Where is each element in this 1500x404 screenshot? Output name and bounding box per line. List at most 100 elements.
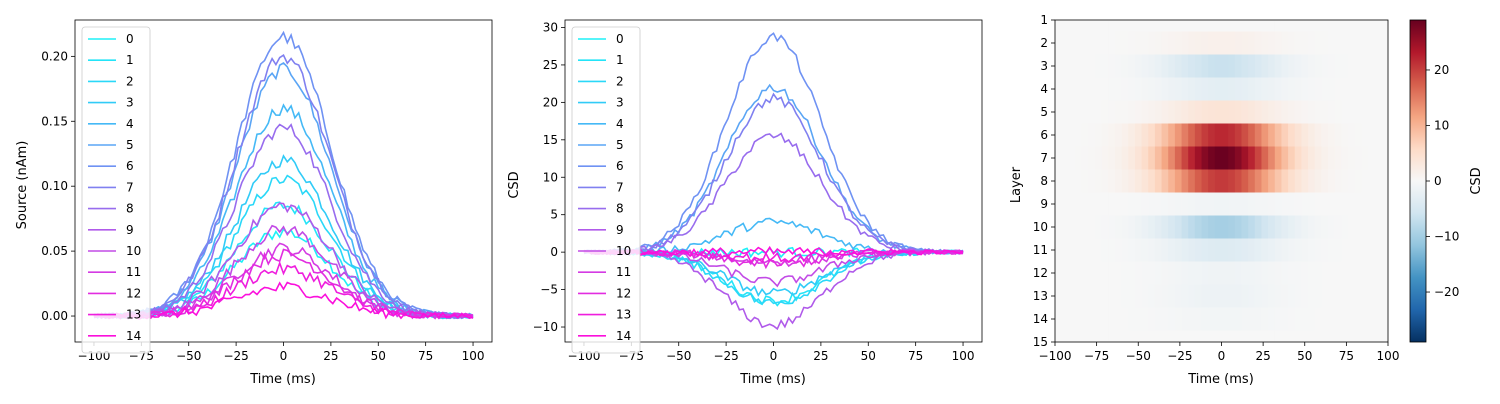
heatmap-cell [1108, 31, 1116, 55]
heatmap-x-tick-label: −50 [1126, 349, 1151, 363]
heatmap-cell [1374, 20, 1382, 32]
heatmap-cell [1321, 284, 1329, 308]
heatmap-cell [1134, 20, 1142, 32]
heatmap-cell [1088, 20, 1096, 32]
csd-series-line-7 [583, 92, 964, 255]
heatmap-cell [1168, 215, 1176, 239]
heatmap-cell [1094, 169, 1103, 193]
source-y-tick-label: 0.05 [41, 244, 68, 258]
heatmap-cell [1301, 215, 1309, 239]
heatmap-y-tick-label: 1 [1040, 13, 1048, 27]
heatmap-cell [1261, 169, 1269, 193]
heatmap-cell [1348, 20, 1356, 32]
heatmap-cell [1348, 100, 1356, 124]
heatmap-cell [1214, 238, 1222, 262]
heatmap-cell [1154, 284, 1162, 308]
heatmap-cell [1154, 31, 1162, 55]
heatmap-cell [1081, 307, 1089, 331]
source-series-line-9 [93, 202, 474, 320]
heatmap-cell [1374, 100, 1382, 124]
heatmap-cell [1274, 284, 1282, 308]
heatmap-cell [1201, 169, 1209, 193]
heatmap-cell [1055, 54, 1063, 78]
heatmap-cell [1128, 261, 1136, 285]
heatmap-cell [1261, 31, 1269, 55]
heatmap-cell [1328, 31, 1336, 55]
heatmap-cell [1055, 123, 1063, 147]
heatmap-cell [1288, 307, 1296, 331]
heatmap-cell [1234, 192, 1242, 216]
heatmap-cell [1274, 330, 1282, 343]
heatmap-y-tick-label: 10 [1033, 220, 1048, 234]
heatmap-cell [1148, 100, 1156, 124]
heatmap-cell [1334, 31, 1342, 55]
heatmap-cell [1194, 54, 1202, 78]
heatmap-cell [1314, 169, 1322, 193]
heatmap-cell [1368, 192, 1376, 216]
heatmap-cell [1268, 192, 1276, 216]
colorbar-tick-label: 20 [1434, 63, 1449, 77]
heatmap-cell [1121, 192, 1129, 216]
heatmap-cell [1081, 100, 1089, 124]
source-y-axis-label: Source (nAm) [15, 141, 30, 230]
heatmap-cell [1308, 169, 1316, 193]
heatmap-cell [1194, 31, 1202, 55]
heatmap-cell [1161, 146, 1169, 170]
heatmap-cell [1081, 54, 1089, 78]
heatmap-cell [1334, 330, 1342, 343]
heatmap-cell [1221, 77, 1229, 101]
heatmap-cell [1074, 77, 1083, 101]
heatmap-cell [1274, 192, 1282, 216]
csd-series-line-3 [583, 249, 964, 297]
source-legend-label-12: 12 [126, 286, 141, 300]
heatmap-cell [1081, 330, 1089, 343]
heatmap-cell [1248, 146, 1256, 170]
heatmap-cell [1154, 100, 1162, 124]
heatmap-cell [1248, 238, 1256, 262]
heatmap-cell [1094, 215, 1103, 239]
heatmap-cell [1168, 146, 1176, 170]
heatmap-cell [1221, 284, 1229, 308]
heatmap-cell [1328, 307, 1336, 331]
heatmap-cell [1068, 261, 1076, 285]
heatmap-cell [1174, 261, 1182, 285]
heatmap-cell [1148, 169, 1156, 193]
source-x-tick-label: −25 [223, 349, 248, 363]
heatmap-cell [1201, 123, 1209, 147]
csd-legend-label-14: 14 [616, 329, 631, 343]
heatmap-cell [1348, 192, 1356, 216]
heatmap-cell [1308, 54, 1316, 78]
heatmap-cell [1128, 54, 1136, 78]
csd-y-axis-label: CSD [507, 171, 522, 198]
heatmap-cell [1114, 215, 1122, 239]
heatmap-cell [1141, 100, 1149, 124]
heatmap-cell [1101, 169, 1109, 193]
csd-legend-label-1: 1 [616, 53, 624, 67]
heatmap-cell [1381, 100, 1389, 124]
heatmap-cell [1088, 77, 1096, 101]
heatmap-cell [1174, 100, 1182, 124]
heatmap-cell [1068, 20, 1076, 32]
heatmap-cell [1074, 238, 1083, 262]
source-plot-area: 0.000.050.100.150.20−100 −75 −50 −25 0 25 50 75… [41, 19, 493, 363]
source-x-tick-label: 100 [462, 349, 485, 363]
csd-y-tick-label: 25 [543, 58, 558, 72]
heatmap-cell [1341, 238, 1349, 262]
heatmap-cell [1334, 284, 1342, 308]
heatmap-cell [1228, 146, 1236, 170]
heatmap-cell [1381, 238, 1389, 262]
heatmap-cell [1334, 146, 1342, 170]
heatmap-cell [1148, 123, 1156, 147]
heatmap-cell [1114, 261, 1122, 285]
heatmap-cell [1108, 146, 1116, 170]
heatmap-cell [1294, 31, 1302, 55]
csd-x-tick-label: 25 [813, 349, 828, 363]
heatmap-cell [1241, 192, 1249, 216]
heatmap-cell [1134, 54, 1142, 78]
heatmap-cell [1334, 261, 1342, 285]
heatmap-cell [1301, 307, 1309, 331]
heatmap-cell [1274, 261, 1282, 285]
heatmap-cell [1334, 169, 1342, 193]
heatmap-cell [1181, 192, 1189, 216]
